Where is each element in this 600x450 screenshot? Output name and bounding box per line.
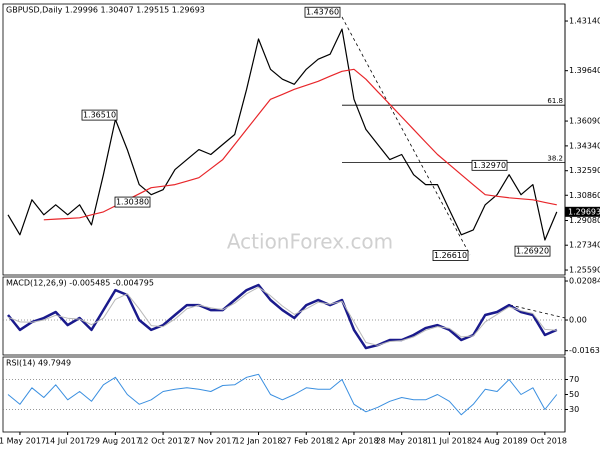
x-tick-label: 12 Oct 2017 [138,437,187,446]
annotation-box [304,6,341,18]
annotation-box [114,196,151,208]
annotation-box [81,109,118,121]
annotation-label: 1.43760 [306,8,339,17]
x-tick-label: 28 May 2018 [376,437,428,446]
x-tick-label: 31 May 2017 [0,437,46,446]
last-price-box [565,206,600,217]
panel-title: GBPUSD,Daily 1.29996 1.30407 1.29515 1.2… [6,6,205,15]
y-tick-label: 70 [569,375,579,384]
y-tick-label: 1.43140 [569,17,600,26]
last-price-label: 1.29693 [568,207,600,216]
y-tick-label: 1.32590 [569,166,600,175]
y-tick-label: 1.30860 [569,191,600,200]
y-tick-label: 1.36090 [569,117,600,126]
annotation-label: 1.32970 [473,161,506,170]
y-tick-label: 1.27340 [569,241,600,250]
annotation-box [514,245,551,257]
x-tick-label: 11 Jul 2018 [427,437,472,446]
annotation-label: 1.26920 [516,247,549,256]
y-tick-label: 30 [569,405,579,414]
fib-label: 61.8 [547,97,563,105]
y-tick-label: -0.016389 [569,346,600,355]
series-line [7,286,557,346]
y-tick-label: 1.34340 [569,141,600,150]
annotation-box [471,159,508,171]
annotation-label: 1.26610 [434,251,467,260]
x-tick-label: 12 Jan 2018 [235,437,283,446]
panel-title: MACD(12,26,9) -0.005485 -0.004795 [6,279,154,288]
annotation-label: 1.30380 [116,198,149,207]
fib-label: 38.2 [547,155,563,163]
series-line [7,373,558,416]
panel-title: RSI(14) 49.7949 [6,359,71,368]
series-line [7,283,558,350]
y-tick-label: 50 [569,390,579,399]
x-tick-label: 27 Feb 2018 [281,437,331,446]
x-tick-label: 12 Apr 2018 [329,437,378,446]
x-tick-label: 29 Aug 2017 [90,437,141,446]
y-tick-label: 1.25590 [569,266,600,275]
x-tick-label: 14 Jul 2017 [45,437,90,446]
x-tick-label: 27 Nov 2017 [185,437,236,446]
y-tick-label: 0.020848 [569,277,600,286]
series-line [7,28,558,241]
watermark: ActionForex.com [227,230,393,254]
x-tick-label: 24 Aug 2018 [472,437,523,446]
annotation-box [432,250,469,261]
x-tick-label: 9 Oct 2018 [523,437,567,446]
y-tick-label: 0.00 [569,316,587,325]
y-tick-label: 1.29080 [569,216,600,225]
y-tick-label: 1.39640 [569,66,600,75]
annotation-label: 1.36510 [83,111,116,120]
